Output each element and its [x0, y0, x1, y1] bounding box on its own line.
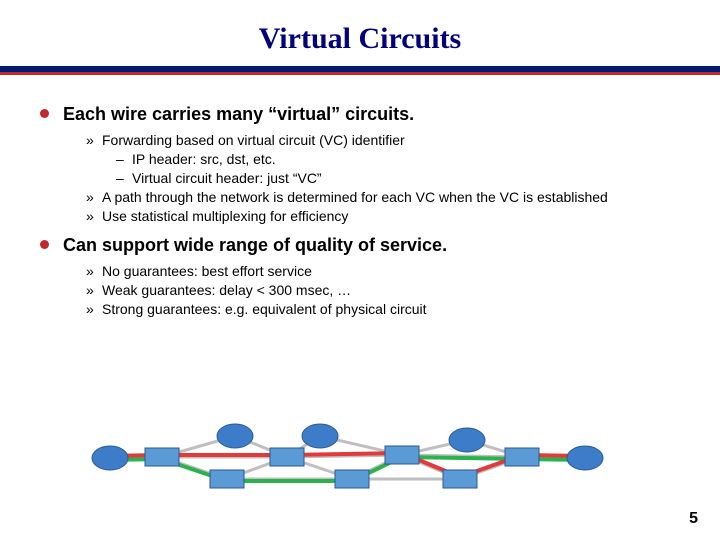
subsub-1-1-1-text: IP header: src, dst, etc.: [132, 150, 276, 169]
bullet-dot-icon: [40, 240, 49, 249]
sub-2-3: » Strong guarantees: e.g. equivalent of …: [86, 300, 680, 319]
title-rule: [0, 66, 720, 76]
bullet-2-subs: » No guarantees: best effort service » W…: [86, 262, 680, 319]
sub-1-2-text: A path through the network is determined…: [102, 188, 608, 207]
sub-1-3-text: Use statistical multiplexing for efficie…: [102, 207, 348, 226]
sub-2-1: » No guarantees: best effort service: [86, 262, 680, 281]
page-number: 5: [689, 510, 698, 528]
sub-2-2: » Weak guarantees: delay < 300 msec, …: [86, 281, 680, 300]
dash-icon: –: [116, 150, 132, 169]
sub-1-1-text: Forwarding based on virtual circuit (VC)…: [102, 131, 405, 150]
sub-marker-icon: »: [86, 131, 102, 150]
slide-title: Virtual Circuits: [0, 0, 720, 66]
network-diagram: [85, 418, 605, 496]
bullet-1: Each wire carries many “virtual” circuit…: [40, 104, 680, 125]
slide-body: Each wire carries many “virtual” circuit…: [0, 76, 720, 319]
bullet-2-text: Can support wide range of quality of ser…: [63, 235, 447, 256]
dash-icon: –: [116, 169, 132, 188]
sub-marker-icon: »: [86, 188, 102, 207]
bullet-1-text: Each wire carries many “virtual” circuit…: [63, 104, 414, 125]
sub-2-3-text: Strong guarantees: e.g. equivalent of ph…: [102, 300, 427, 319]
sub-1-2: » A path through the network is determin…: [86, 188, 680, 207]
sub-1-1: » Forwarding based on virtual circuit (V…: [86, 131, 680, 150]
sub-1-3: » Use statistical multiplexing for effic…: [86, 207, 680, 226]
sub-marker-icon: »: [86, 281, 102, 300]
sub-2-1-text: No guarantees: best effort service: [102, 262, 312, 281]
bullet-2: Can support wide range of quality of ser…: [40, 235, 680, 256]
rule-red: [0, 72, 720, 75]
subsub-1-1-2: – Virtual circuit header: just “VC”: [116, 169, 680, 188]
sub-1-1-subs: – IP header: src, dst, etc. – Virtual ci…: [116, 150, 680, 188]
bullet-dot-icon: [40, 109, 49, 118]
sub-2-2-text: Weak guarantees: delay < 300 msec, …: [102, 281, 351, 300]
sub-marker-icon: »: [86, 262, 102, 281]
subsub-1-1-2-text: Virtual circuit header: just “VC”: [132, 169, 322, 188]
subsub-1-1-1: – IP header: src, dst, etc.: [116, 150, 680, 169]
bullet-1-subs: » Forwarding based on virtual circuit (V…: [86, 131, 680, 225]
sub-marker-icon: »: [86, 300, 102, 319]
sub-marker-icon: »: [86, 207, 102, 226]
